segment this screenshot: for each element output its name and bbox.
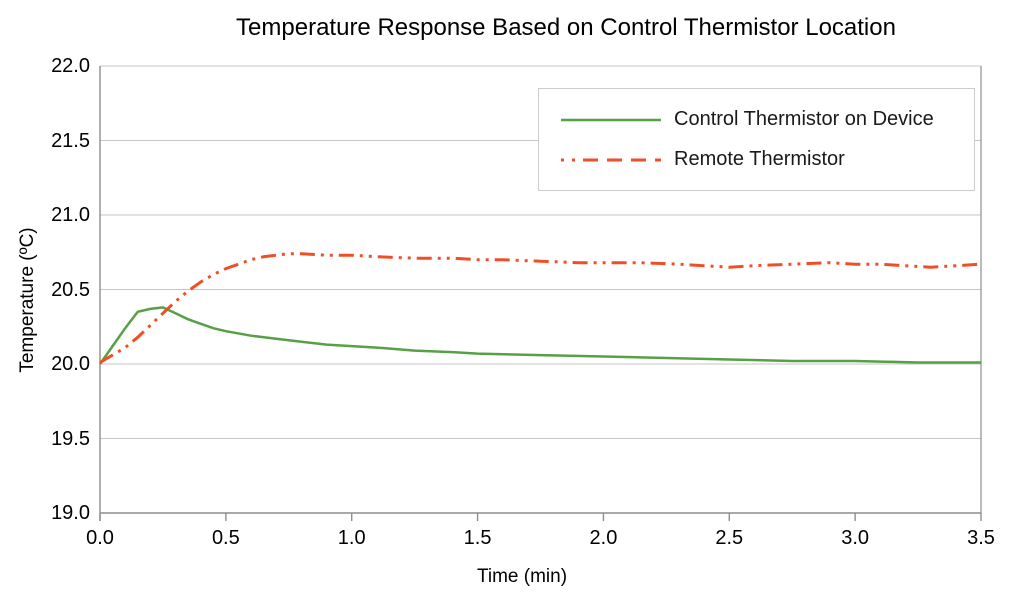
x-tick-label: 2.5 (715, 527, 744, 549)
x-tick-label: 0.0 (86, 527, 114, 549)
series-line-remote-thermistor (99, 252, 982, 364)
legend-item-remote-thermistor: Remote Thermistor (561, 147, 974, 173)
x-tick-label: 3.0 (841, 527, 870, 549)
x-axis-title: Time (min) (476, 566, 568, 587)
legend-label-remote-thermistor: Remote Thermistor (674, 148, 845, 170)
legend-swatch-solid-line (561, 118, 661, 121)
x-tick-label: 1.5 (463, 527, 492, 549)
y-axis-title: Temperature (ºC) (17, 227, 38, 373)
x-tick-label: 3.5 (967, 527, 995, 549)
series-line-control-thermistor (98, 306, 981, 365)
legend: Control Thermistor on Device Remote Ther… (538, 88, 975, 191)
legend-item-control-thermistor: Control Thermistor on Device (561, 107, 974, 133)
y-tick-label: 21.0 (51, 204, 90, 226)
x-tick-label: 0.5 (211, 527, 240, 549)
y-tick-label: 22.0 (51, 55, 90, 77)
axes (99, 66, 982, 521)
legend-swatch-dash-dot-line (561, 158, 661, 161)
y-tick-label: 20.0 (51, 353, 90, 375)
x-tick-label: 1.0 (337, 527, 366, 549)
y-tick-label: 20.5 (51, 278, 90, 301)
y-tick-label: 21.5 (51, 129, 90, 152)
chart-title: Temperature Response Based on Control Th… (236, 14, 896, 41)
x-tick-label: 2.0 (589, 527, 618, 549)
y-tick-label: 19.5 (51, 427, 90, 450)
y-tick-label: 19.0 (51, 502, 90, 524)
legend-label-control-thermistor: Control Thermistor on Device (674, 108, 934, 130)
